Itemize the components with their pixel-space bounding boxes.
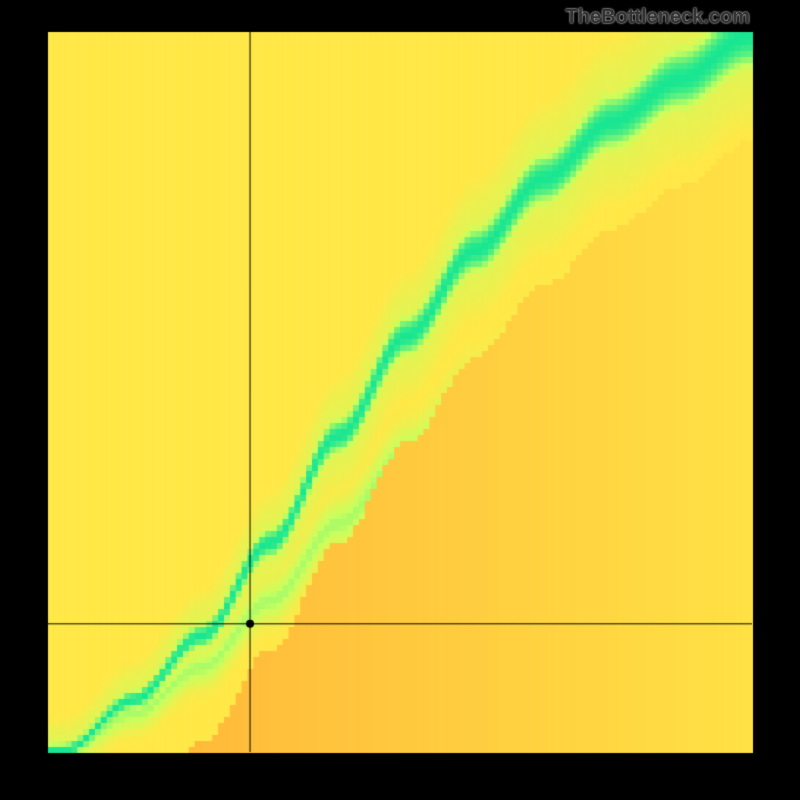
- chart-container: { "watermark": { "text": "TheBottleneck.…: [0, 0, 800, 800]
- bottleneck-heatmap: [0, 0, 800, 800]
- watermark-text: TheBottleneck.com: [566, 6, 750, 29]
